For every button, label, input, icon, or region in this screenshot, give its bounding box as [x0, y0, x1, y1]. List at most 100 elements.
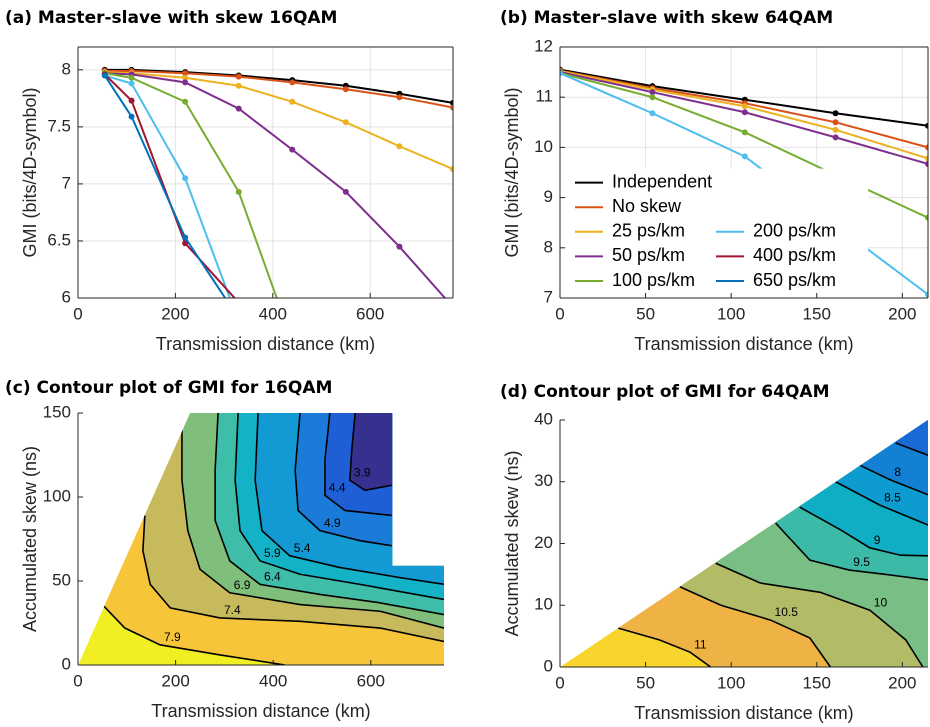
- contour-label: 3.9: [354, 465, 371, 479]
- y-tick-label: 30: [534, 471, 553, 490]
- data-point: [289, 79, 296, 86]
- data-point: [182, 98, 189, 105]
- chart-title: (b) Master-slave with skew 64QAM: [500, 8, 833, 28]
- contour-line: [324, 413, 392, 517]
- legend-label: 400 ps/km: [753, 245, 836, 265]
- y-axis-label: GMI (bits/4D-symbol): [20, 87, 40, 257]
- x-tick-label: 50: [636, 304, 655, 323]
- contour-line: [775, 522, 928, 581]
- chart-title: (a) Master-slave with skew 16QAM: [5, 8, 337, 28]
- filled-contours: [560, 420, 928, 667]
- filled-contours: [78, 413, 444, 665]
- chart-title: (c) Contour plot of GMI for 16QAM: [5, 378, 332, 398]
- plot-area: [101, 66, 456, 310]
- contour-label: 6.4: [264, 570, 281, 584]
- contour-label: 11: [694, 637, 707, 651]
- x-tick-label: 150: [803, 673, 831, 692]
- contour-label: 7.9: [164, 630, 181, 644]
- data-point: [741, 129, 748, 136]
- contour-label: 8.5: [884, 490, 901, 504]
- x-axis-label: Transmission distance (km): [634, 334, 853, 354]
- contour-label: 9.5: [853, 555, 870, 569]
- legend-label: 25 ps/km: [612, 221, 685, 241]
- y-tick-label: 50: [52, 570, 71, 589]
- data-point: [342, 188, 349, 195]
- data-point: [182, 70, 189, 77]
- y-tick-label: 10: [534, 137, 553, 156]
- y-tick-label: 0: [544, 656, 553, 675]
- x-tick-label: 200: [161, 671, 189, 690]
- contour-band: [349, 413, 444, 491]
- y-tick-label: 6: [62, 287, 71, 306]
- y-tick-label: 40: [534, 409, 553, 428]
- contour-label: 10.5: [775, 605, 799, 619]
- y-tick-label: 7: [62, 173, 71, 192]
- data-point: [235, 188, 242, 195]
- data-point: [342, 119, 349, 126]
- contour-line: [715, 562, 924, 667]
- data-point: [289, 98, 296, 105]
- panel: (d) Contour plot of GMI for 64QAM7.588.5…: [500, 382, 928, 723]
- y-tick-label: 6.5: [47, 230, 71, 249]
- contour-label: 6.9: [234, 578, 251, 592]
- data-point: [925, 214, 928, 221]
- y-tick-label: 100: [43, 486, 71, 505]
- data-point: [450, 99, 453, 106]
- contour-label: 7.4: [224, 603, 241, 617]
- data-point: [235, 82, 242, 89]
- x-tick-label: 0: [555, 673, 564, 692]
- x-tick-label: 600: [356, 304, 384, 323]
- y-tick-label: 0: [62, 654, 71, 673]
- data-point: [560, 70, 563, 77]
- data-point: [925, 122, 928, 129]
- data-point: [289, 146, 296, 153]
- x-tick-label: 100: [717, 673, 745, 692]
- y-tick-label: 11: [535, 87, 553, 106]
- data-point: [128, 97, 135, 104]
- x-axis-label: Transmission distance (km): [634, 703, 853, 723]
- x-tick-label: 0: [555, 304, 564, 323]
- series-line: [104, 68, 453, 104]
- contour-label: 5.9: [264, 546, 281, 560]
- series-line: [104, 72, 447, 298]
- y-tick-label: 150: [43, 402, 71, 421]
- contour-label: 4.4: [329, 480, 346, 494]
- contour-label: 5.4: [294, 541, 311, 555]
- x-tick-label: 200: [161, 304, 189, 323]
- x-tick-label: 200: [888, 304, 916, 323]
- panel: (b) Master-slave with skew 64QAM Independ…: [500, 8, 929, 354]
- series-line: [104, 73, 236, 298]
- series-line: [104, 74, 231, 298]
- contour-line: [214, 413, 444, 616]
- panel: (c) Contour plot of GMI for 16QAM 3.9 4.4 4…: [5, 378, 444, 721]
- series-line: [104, 71, 453, 170]
- contour-line: [617, 627, 712, 667]
- contour-band: [895, 420, 928, 456]
- data-point: [182, 234, 189, 241]
- data-point: [925, 291, 928, 298]
- y-tick-label: 8: [62, 59, 71, 78]
- data-point: [342, 86, 349, 93]
- contour-line: [679, 585, 832, 667]
- x-tick-label: 400: [259, 671, 287, 690]
- data-point: [235, 105, 242, 112]
- data-point: [832, 119, 839, 126]
- data-point: [450, 104, 453, 111]
- legend-label: 100 ps/km: [612, 270, 695, 290]
- data-point: [450, 304, 456, 310]
- data-point: [741, 109, 748, 116]
- contour-line: [294, 413, 392, 547]
- data-point: [925, 160, 928, 167]
- data-point: [832, 110, 839, 117]
- data-point: [925, 144, 928, 151]
- contour-line: [181, 429, 444, 629]
- contour-band: [324, 413, 444, 516]
- contour-line: [348, 413, 392, 492]
- data-point: [182, 240, 189, 247]
- data-point: [649, 89, 656, 96]
- series-line: [104, 69, 453, 109]
- data-point: [450, 166, 453, 173]
- x-axis-label: Transmission distance (km): [156, 334, 375, 354]
- y-tick-label: 12: [534, 36, 553, 55]
- data-point: [832, 126, 839, 133]
